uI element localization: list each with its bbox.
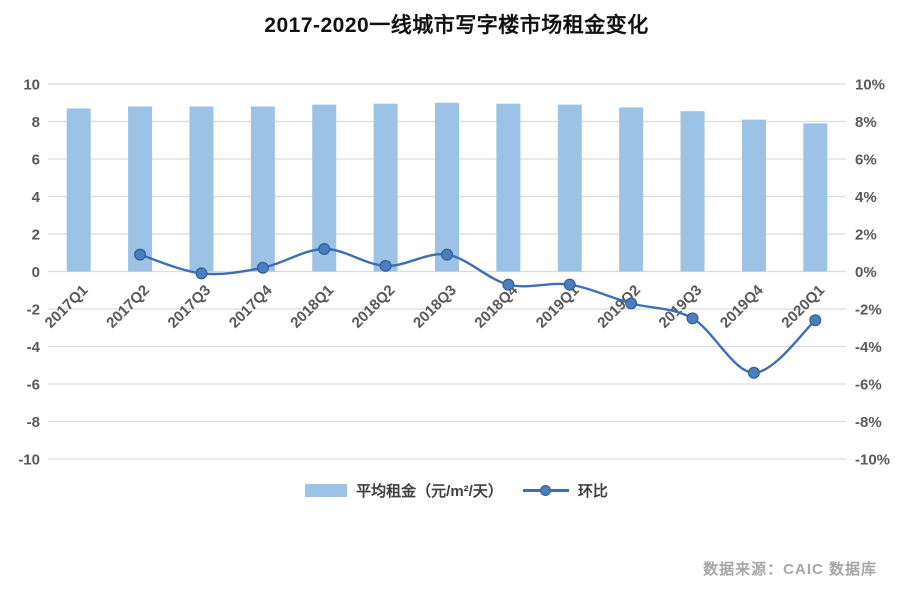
right-axis-tick: -2% <box>855 302 882 319</box>
legend-label-rent: 平均租金（元/m²/天） <box>356 483 503 500</box>
right-axis-tick: 8% <box>855 114 877 131</box>
x-label-2018Q1: 2018Q1 <box>287 282 337 332</box>
line-point-2018Q2 <box>379 259 392 272</box>
bar-2017Q4 <box>250 106 275 272</box>
bar-2019Q3 <box>680 111 705 272</box>
line-marker-dot <box>539 485 551 496</box>
line-point-2019Q3 <box>686 312 699 325</box>
line-point-2017Q4 <box>256 261 269 274</box>
left-axis-tick: 6 <box>32 152 40 169</box>
x-label-2018Q2: 2018Q2 <box>349 282 399 332</box>
bar-2018Q3 <box>435 102 459 272</box>
line-point-2019Q4 <box>747 366 760 379</box>
bar-2018Q2 <box>373 103 398 272</box>
left-axis-tick: -6 <box>27 377 40 394</box>
x-label-2019Q3: 2019Q3 <box>656 282 706 332</box>
data-source-caption: 数据来源：CAIC 数据库 <box>703 561 877 578</box>
bar-2017Q1 <box>66 108 91 272</box>
line-point-2018Q4 <box>502 278 515 291</box>
right-axis-tick: -6% <box>855 377 882 394</box>
right-axis-tick: 4% <box>855 189 877 206</box>
right-axis-tick: 6% <box>855 152 877 169</box>
x-label-2019Q2: 2019Q2 <box>594 282 644 332</box>
x-label-2017Q4: 2017Q4 <box>226 281 276 331</box>
x-label-2017Q3: 2017Q3 <box>165 282 215 332</box>
right-axis-tick: 0% <box>855 264 877 281</box>
chart-legend: 平均租金（元/m²/天） 环比 <box>0 480 913 501</box>
right-axis-tick: -4% <box>855 339 882 356</box>
bar-2017Q2 <box>128 106 153 272</box>
line-series-marker-icon <box>522 484 569 497</box>
left-axis-tick: 8 <box>32 114 40 131</box>
line-point-2018Q1 <box>318 243 331 256</box>
bar-series-swatch-icon <box>305 484 348 497</box>
line-point-2020Q1 <box>809 314 822 327</box>
bar-2019Q2 <box>619 107 644 272</box>
left-axis-tick: -2 <box>27 302 40 319</box>
line-point-2018Q3 <box>441 248 454 261</box>
left-axis-tick: 0 <box>32 264 40 281</box>
x-label-2017Q2: 2017Q2 <box>103 282 153 332</box>
legend-item-qoq: 环比 <box>522 480 608 501</box>
left-axis-tick: -10 <box>18 452 40 469</box>
left-axis-tick: -8 <box>27 414 40 431</box>
bar-2019Q1 <box>557 104 582 272</box>
x-label-2018Q3: 2018Q3 <box>410 282 460 332</box>
legend-label-qoq: 环比 <box>577 483 608 500</box>
line-point-2017Q3 <box>195 267 208 280</box>
x-label-2018Q4: 2018Q4 <box>471 281 521 331</box>
line-point-2019Q1 <box>563 278 576 291</box>
x-label-2019Q1: 2019Q1 <box>533 282 583 332</box>
line-point-2017Q2 <box>134 248 147 261</box>
left-axis-tick: -4 <box>27 339 41 356</box>
right-axis-tick: -8% <box>855 414 882 431</box>
x-label-2017Q1: 2017Q1 <box>42 282 92 332</box>
x-label-2020Q1: 2020Q1 <box>778 282 828 332</box>
left-axis-tick: 10 <box>23 77 40 94</box>
bar-2017Q3 <box>189 106 214 272</box>
right-axis-tick: -10% <box>855 452 890 469</box>
bar-2018Q4 <box>496 103 521 272</box>
chart-title: 2017-2020一线城市写字楼市场租金变化 <box>264 14 649 37</box>
legend-item-rent: 平均租金（元/m²/天） <box>305 480 503 501</box>
right-axis-tick: 2% <box>855 227 877 244</box>
left-axis-tick: 4 <box>32 189 41 206</box>
bar-2019Q4 <box>741 119 766 272</box>
x-label-2019Q4: 2019Q4 <box>717 281 767 331</box>
line-point-2019Q2 <box>625 297 638 310</box>
bar-2020Q1 <box>803 123 828 272</box>
right-axis-tick: 10% <box>855 77 885 94</box>
left-axis-tick: 2 <box>32 227 40 244</box>
